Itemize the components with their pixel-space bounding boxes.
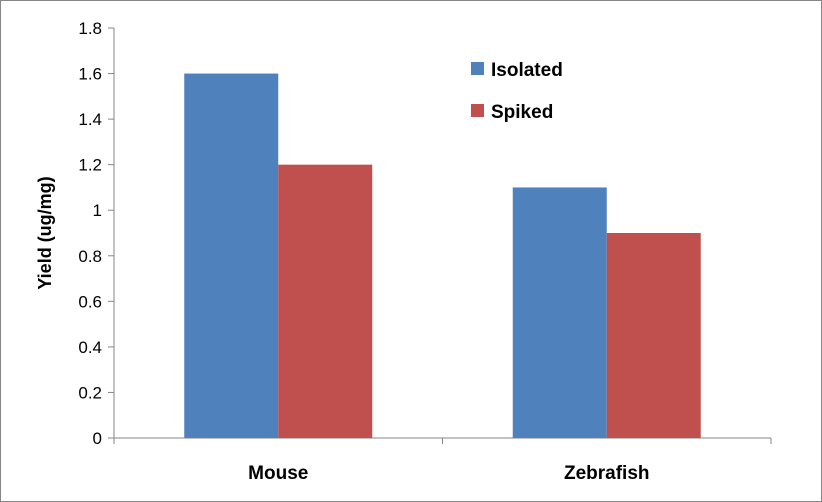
bar-isolated-mouse: [184, 73, 279, 439]
y-tick-label: 0.6: [78, 292, 102, 311]
y-tick-label: 1.4: [78, 110, 102, 129]
legend-label-spiked: Spiked: [491, 102, 553, 123]
bar-isolated-zebrafish: [512, 187, 607, 438]
y-tick-label: 1.6: [78, 65, 102, 84]
y-tick-label: 0.2: [78, 383, 102, 402]
y-tick-label: 1.2: [78, 156, 102, 175]
y-axis-label: Yield (ug/mg): [35, 176, 55, 289]
y-tick-label: 1: [93, 201, 102, 220]
bars-layer: [184, 73, 701, 439]
legend-swatch-isolated: [471, 62, 484, 75]
y-tick-label: 0.4: [78, 338, 102, 357]
bar-spiked-mouse: [278, 164, 373, 438]
x-category-label: Mouse: [248, 463, 308, 484]
x-category-label: Zebrafish: [564, 463, 650, 484]
y-tick-label: 1.8: [78, 19, 102, 38]
legend-label-isolated: Isolated: [491, 60, 563, 81]
y-tick-label: 0: [93, 429, 102, 448]
legend: Isolated Spiked: [471, 60, 563, 123]
legend-swatch-spiked: [471, 104, 484, 117]
y-tick-label: 0.8: [78, 247, 102, 266]
bar-spiked-zebrafish: [606, 233, 701, 438]
labels-layer: 0 0.2 0.4 0.6 0.8 1 1.2 1.4 1.6 1.8 Mouse Zebrafish…: [35, 19, 650, 484]
